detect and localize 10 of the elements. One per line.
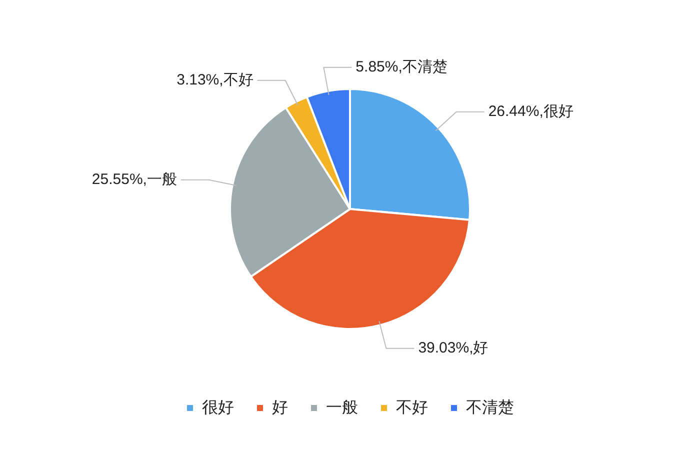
legend-label: 不清楚	[466, 398, 514, 416]
legend-label: 好	[272, 399, 288, 416]
legend-label: 不好	[396, 399, 428, 416]
data-label: 39.03%,好	[418, 340, 488, 357]
legend-label: 一般	[326, 399, 358, 416]
data-label: 26.44%,很好	[488, 103, 574, 120]
data-label: 3.13%,不好	[176, 71, 254, 88]
data-label: 5.85%,不清楚	[356, 58, 448, 76]
data-label: 25.55%,一般	[92, 170, 177, 188]
legend-label: 很好	[202, 399, 234, 416]
